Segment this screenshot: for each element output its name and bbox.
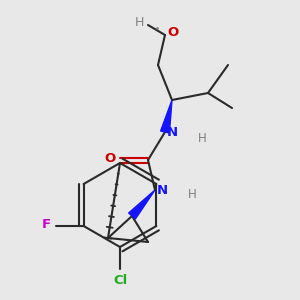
Text: N: N (157, 184, 168, 196)
Text: Cl: Cl (113, 274, 127, 287)
Polygon shape (129, 190, 155, 219)
Text: O: O (105, 152, 116, 166)
Text: H: H (198, 131, 207, 145)
Text: H: H (188, 188, 197, 202)
Text: H: H (135, 16, 144, 29)
Text: F: F (41, 218, 51, 232)
Text: N: N (167, 125, 178, 139)
Polygon shape (160, 100, 172, 133)
Text: O: O (167, 26, 178, 38)
